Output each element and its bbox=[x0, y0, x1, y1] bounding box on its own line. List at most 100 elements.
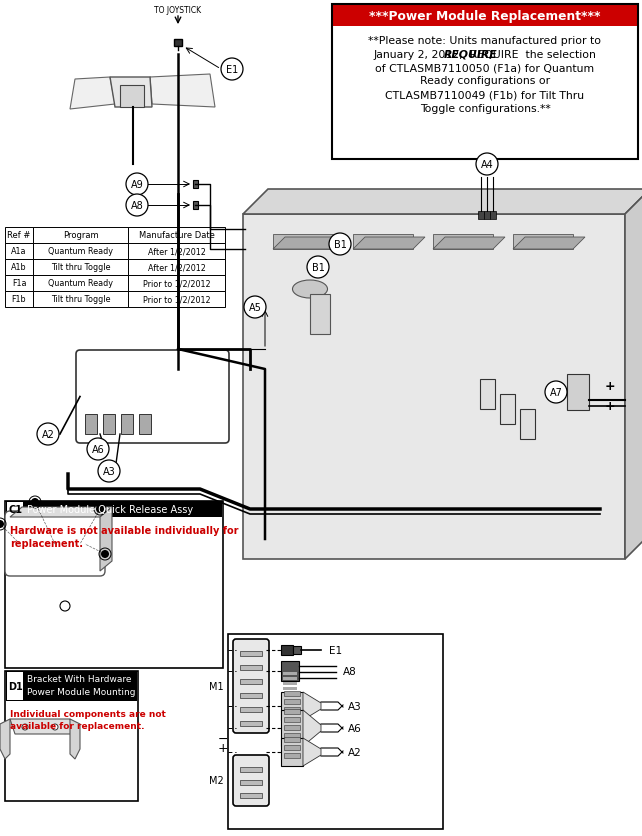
Text: F1b: F1b bbox=[12, 295, 26, 304]
Text: of CTLASMB7110050 (F1a) for Quantum: of CTLASMB7110050 (F1a) for Quantum bbox=[376, 63, 594, 73]
Text: E1: E1 bbox=[226, 65, 238, 75]
Bar bbox=[353, 235, 413, 250]
Bar bbox=[5, 502, 223, 668]
Bar bbox=[193, 201, 198, 210]
Bar bbox=[128, 276, 225, 292]
Text: A3: A3 bbox=[103, 466, 116, 477]
Bar bbox=[284, 691, 300, 696]
Polygon shape bbox=[433, 237, 505, 250]
Bar bbox=[484, 212, 490, 220]
Bar bbox=[284, 699, 300, 704]
Text: A9: A9 bbox=[130, 180, 143, 190]
Bar bbox=[228, 635, 443, 829]
Bar bbox=[281, 710, 303, 746]
FancyBboxPatch shape bbox=[5, 512, 105, 576]
Text: Bracket With Hardware: Bracket With Hardware bbox=[27, 675, 132, 684]
Polygon shape bbox=[243, 215, 625, 559]
Bar bbox=[332, 27, 638, 160]
Text: C1: C1 bbox=[8, 504, 22, 514]
Text: After 1/2/2012: After 1/2/2012 bbox=[148, 247, 205, 256]
Bar bbox=[5, 260, 33, 276]
Text: Ref #: Ref # bbox=[7, 232, 31, 240]
Bar bbox=[284, 733, 300, 738]
Bar bbox=[500, 395, 515, 425]
Circle shape bbox=[0, 520, 4, 528]
Text: Power Module Mounting: Power Module Mounting bbox=[27, 688, 135, 696]
Bar bbox=[5, 671, 138, 801]
Bar bbox=[33, 260, 128, 276]
Polygon shape bbox=[10, 507, 112, 517]
Bar bbox=[5, 227, 33, 244]
Bar bbox=[120, 86, 144, 108]
Circle shape bbox=[98, 461, 120, 482]
Bar bbox=[283, 677, 297, 681]
Bar bbox=[121, 415, 133, 435]
Circle shape bbox=[221, 59, 243, 81]
Ellipse shape bbox=[293, 281, 327, 298]
Bar bbox=[5, 244, 33, 260]
Polygon shape bbox=[243, 190, 642, 215]
Text: Power Module Quick Release Assy: Power Module Quick Release Assy bbox=[27, 504, 193, 514]
Text: A1a: A1a bbox=[12, 247, 27, 256]
Circle shape bbox=[37, 424, 59, 446]
Bar bbox=[567, 375, 589, 410]
Text: CTLASMB7110049 (F1b) for Tilt Thru: CTLASMB7110049 (F1b) for Tilt Thru bbox=[385, 90, 585, 99]
Bar bbox=[332, 5, 638, 160]
Polygon shape bbox=[70, 719, 80, 759]
Text: Prior to 1/2/2012: Prior to 1/2/2012 bbox=[143, 279, 211, 288]
Bar bbox=[85, 415, 97, 435]
Text: After 1/2/2012: After 1/2/2012 bbox=[148, 263, 205, 273]
Polygon shape bbox=[513, 237, 585, 250]
Bar bbox=[33, 276, 128, 292]
Circle shape bbox=[87, 438, 109, 461]
Text: B1: B1 bbox=[311, 263, 324, 273]
Polygon shape bbox=[625, 190, 642, 559]
Bar bbox=[240, 793, 262, 798]
Circle shape bbox=[126, 174, 148, 196]
Bar bbox=[6, 671, 137, 701]
Bar bbox=[520, 410, 535, 440]
FancyBboxPatch shape bbox=[76, 350, 229, 443]
Circle shape bbox=[307, 257, 329, 278]
Text: A2: A2 bbox=[348, 747, 361, 757]
Bar bbox=[283, 682, 297, 686]
Bar bbox=[240, 665, 262, 670]
Text: −: − bbox=[218, 732, 228, 745]
Text: A2: A2 bbox=[42, 430, 55, 440]
Text: Hardware is not available individually for: Hardware is not available individually f… bbox=[10, 525, 238, 535]
Text: Prior to 1/2/2012: Prior to 1/2/2012 bbox=[143, 295, 211, 304]
Bar bbox=[480, 380, 495, 410]
Text: **Please note: Units manufactured prior to: **Please note: Units manufactured prior … bbox=[369, 36, 602, 46]
Circle shape bbox=[545, 381, 567, 404]
Text: A8: A8 bbox=[343, 666, 357, 676]
Bar bbox=[240, 721, 262, 726]
Text: available for replacement.: available for replacement. bbox=[10, 721, 144, 730]
Bar bbox=[128, 244, 225, 260]
Text: Quantum Ready: Quantum Ready bbox=[48, 247, 113, 256]
Text: replacement.: replacement. bbox=[10, 538, 83, 548]
Text: M1: M1 bbox=[209, 681, 224, 691]
Polygon shape bbox=[70, 78, 115, 110]
Bar bbox=[193, 181, 198, 189]
Text: Tilt thru Toggle: Tilt thru Toggle bbox=[51, 263, 110, 273]
Text: Program: Program bbox=[63, 232, 98, 240]
Bar bbox=[7, 672, 23, 701]
Bar bbox=[283, 687, 297, 691]
Circle shape bbox=[329, 234, 351, 256]
Bar bbox=[332, 5, 638, 27]
Bar bbox=[128, 260, 225, 276]
Bar bbox=[7, 502, 23, 517]
Text: REQUIRE: REQUIRE bbox=[444, 49, 498, 59]
Text: ***Power Module Replacement***: ***Power Module Replacement*** bbox=[369, 9, 601, 23]
Circle shape bbox=[96, 506, 104, 513]
Bar bbox=[240, 693, 262, 698]
Bar bbox=[490, 212, 496, 220]
Bar bbox=[513, 235, 573, 250]
Circle shape bbox=[22, 724, 28, 730]
Circle shape bbox=[52, 724, 58, 730]
Polygon shape bbox=[303, 738, 321, 766]
Bar bbox=[283, 672, 297, 675]
Text: A6: A6 bbox=[92, 445, 105, 455]
Text: Manufacture Date: Manufacture Date bbox=[139, 232, 214, 240]
Bar bbox=[284, 717, 300, 722]
